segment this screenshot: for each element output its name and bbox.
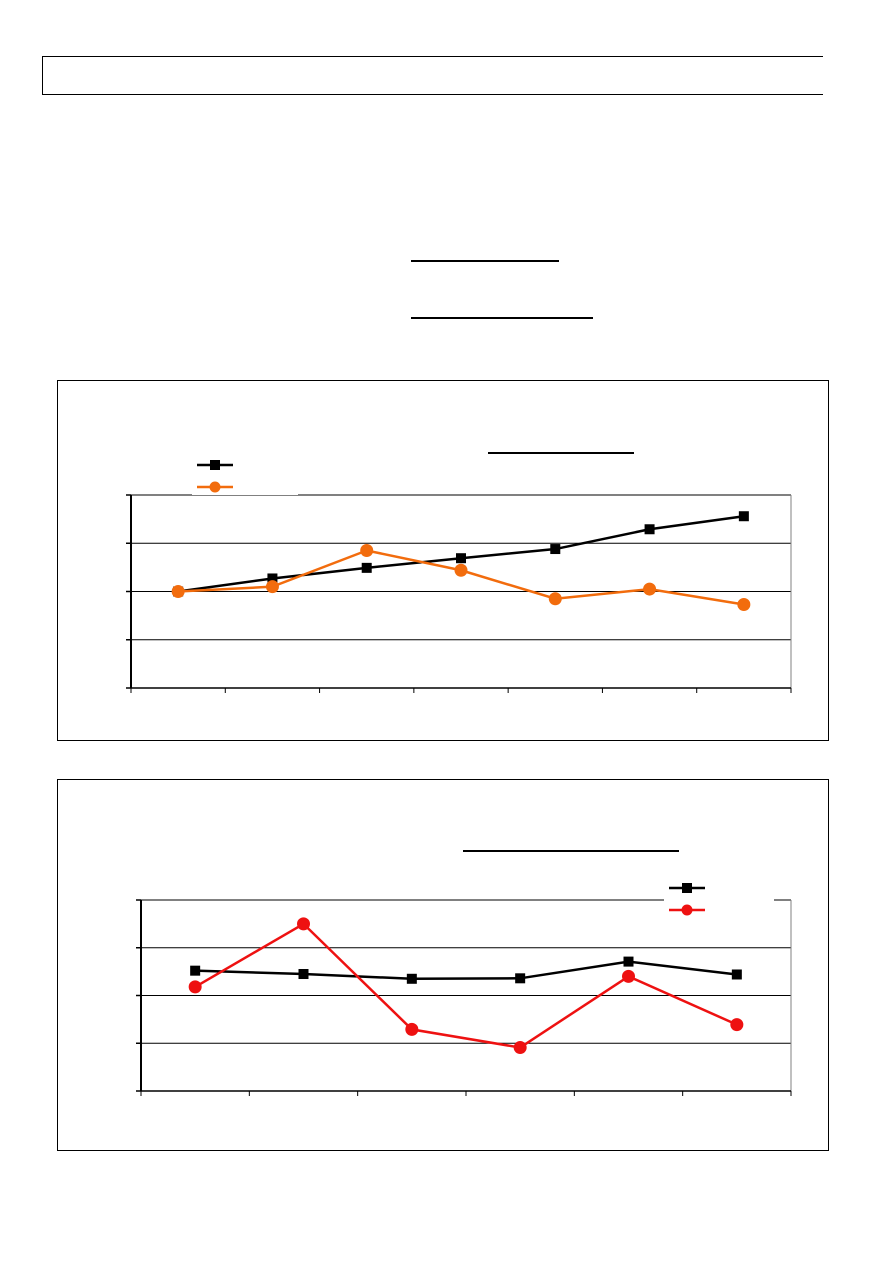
legend-marker-circle (209, 481, 221, 493)
data-point-square (190, 965, 201, 976)
chart-panel-1 (57, 380, 829, 741)
chart-panel-2 (57, 779, 829, 1151)
line-chart-1 (126, 452, 792, 693)
data-point-circle (513, 1041, 527, 1055)
data-point-square (623, 956, 634, 967)
data-point-circle (297, 917, 310, 931)
data-point-circle (188, 980, 202, 994)
data-point-circle (360, 543, 374, 557)
legend-marker-circle (681, 904, 693, 916)
data-point-square (738, 511, 749, 522)
data-point-circle (730, 1018, 744, 1032)
data-point-square (361, 562, 372, 573)
series-line-2 (194, 922, 738, 1049)
data-point-square (267, 573, 278, 584)
data-point-square (644, 524, 655, 535)
data-point-square (731, 969, 742, 980)
data-point-circle (737, 598, 751, 612)
header-box (42, 56, 823, 95)
data-point-square (550, 544, 561, 555)
data-point-circle (405, 1022, 419, 1036)
series-line-1 (195, 960, 737, 981)
line-chart-2 (136, 850, 792, 1096)
underline-1 (411, 260, 559, 262)
data-point-circle (171, 585, 185, 598)
data-point-square (406, 973, 417, 984)
data-point-circle (622, 969, 635, 983)
legend-box (192, 457, 298, 495)
data-point-circle (643, 582, 657, 596)
data-point-square (456, 553, 466, 564)
legend-marker-square (682, 883, 692, 893)
underline-2 (411, 317, 593, 319)
legend-marker-square (210, 460, 220, 470)
data-point-square (515, 973, 526, 984)
data-point-square (298, 969, 309, 980)
legend-box (664, 880, 774, 918)
data-point-circle (265, 580, 279, 594)
data-point-circle (548, 592, 562, 606)
data-point-circle (454, 563, 468, 577)
